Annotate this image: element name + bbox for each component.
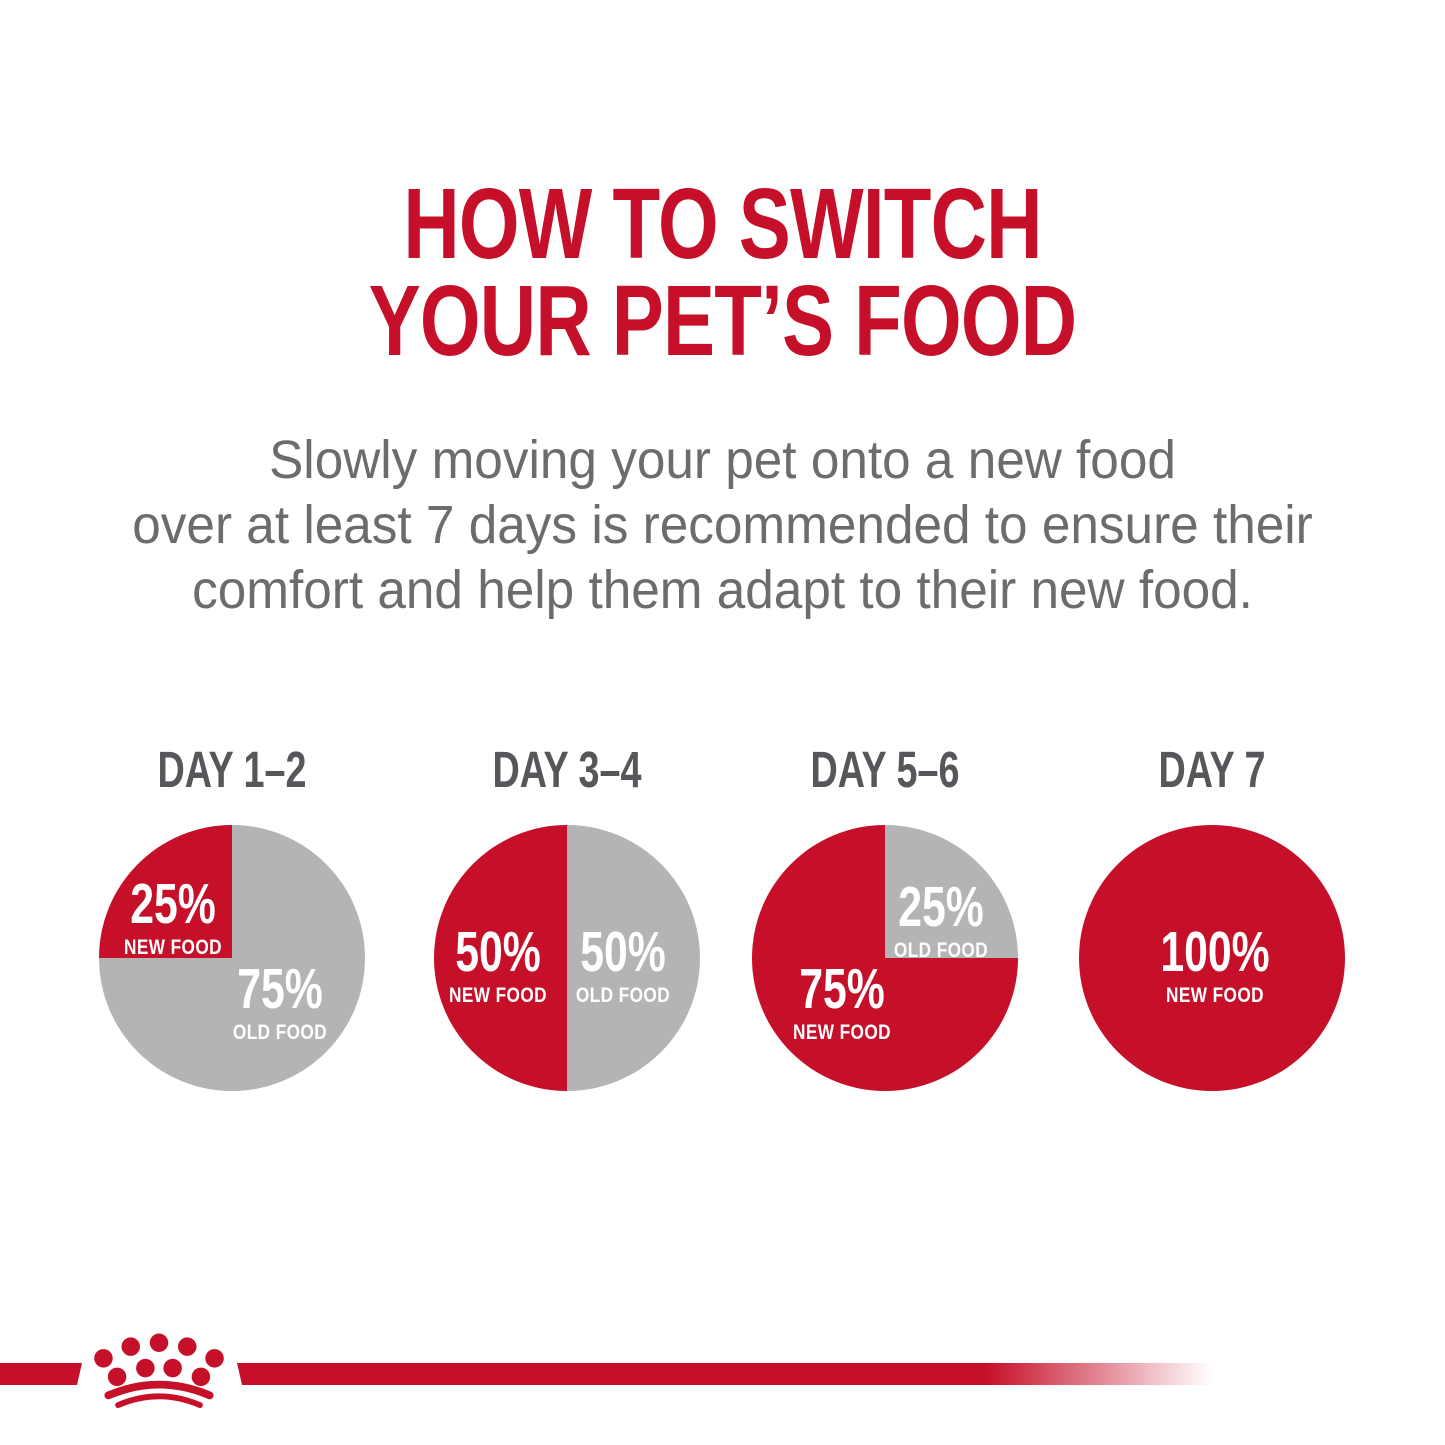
food-label: NEW FOOD bbox=[124, 936, 223, 960]
intro-text: Slowly moving your pet onto a new food o… bbox=[0, 428, 1445, 623]
new-food-slice-label: 75% NEW FOOD bbox=[783, 961, 903, 1045]
page-title: HOW TO SWITCH YOUR PET’S FOOD bbox=[0, 168, 1445, 377]
new-food-slice-label: 25% NEW FOOD bbox=[114, 876, 234, 960]
day-7-pie-chart: 100% NEW FOOD bbox=[1079, 825, 1345, 1091]
day-3-4-label: DAY 3–4 bbox=[492, 741, 642, 798]
title-line-2: YOUR PET’S FOOD bbox=[368, 265, 1077, 377]
day-1-2-column: DAY 1–2 25% NEW FOOD 75% OLD FOOD bbox=[97, 740, 367, 1091]
day-5-6-pie-chart: 75% NEW FOOD 25% OLD FOOD bbox=[752, 825, 1018, 1091]
day-1-2-pie-chart: 25% NEW FOOD 75% OLD FOOD bbox=[99, 825, 365, 1091]
food-label: NEW FOOD bbox=[1165, 983, 1264, 1007]
day-5-6-column: DAY 5–6 75% NEW FOOD 25% OLD FOOD bbox=[750, 740, 1020, 1091]
brand-bar-left bbox=[0, 1363, 82, 1385]
food-label: OLD FOOD bbox=[575, 983, 670, 1007]
day-3-4-pie-chart: 50% NEW FOOD 50% OLD FOOD bbox=[434, 825, 700, 1091]
day-1-2-label: DAY 1–2 bbox=[157, 741, 307, 798]
day-7-label: DAY 7 bbox=[1158, 741, 1266, 798]
day-3-4-column: DAY 3–4 50% NEW FOOD 50% OLD FOOD bbox=[432, 740, 702, 1091]
title-line-1: HOW TO SWITCH bbox=[403, 168, 1042, 280]
intro-line-2: over at least 7 days is recommended to e… bbox=[132, 495, 1313, 555]
new-food-slice-label: 50% NEW FOOD bbox=[438, 919, 558, 1008]
percent-value: 50% bbox=[580, 919, 666, 984]
day-5-6-label: DAY 5–6 bbox=[810, 741, 960, 798]
percent-value: 75% bbox=[237, 957, 323, 1022]
old-food-slice-label: 25% OLD FOOD bbox=[883, 874, 998, 963]
brand-bar-right bbox=[237, 1363, 1222, 1385]
royal-canin-crown-icon bbox=[94, 1333, 224, 1409]
old-food-slice-label: 75% OLD FOOD bbox=[222, 961, 337, 1045]
food-label: OLD FOOD bbox=[232, 1021, 327, 1045]
percent-value: 75% bbox=[799, 957, 886, 1022]
percent-value: 50% bbox=[455, 919, 541, 984]
intro-line-1: Slowly moving your pet onto a new food bbox=[269, 430, 1176, 490]
intro-line-3: comfort and help them adapt to their new… bbox=[192, 560, 1253, 620]
food-label: NEW FOOD bbox=[448, 983, 547, 1007]
day-7-column: DAY 7 100% NEW FOOD bbox=[1077, 740, 1347, 1091]
percent-value: 100% bbox=[1159, 919, 1270, 984]
percent-value: 25% bbox=[898, 874, 984, 939]
food-label: NEW FOOD bbox=[793, 1021, 892, 1045]
percent-value: 25% bbox=[130, 872, 217, 937]
food-label: OLD FOOD bbox=[893, 938, 988, 962]
old-food-slice-label: 50% OLD FOOD bbox=[565, 919, 680, 1008]
new-food-slice-label: 100% NEW FOOD bbox=[1142, 919, 1288, 1008]
